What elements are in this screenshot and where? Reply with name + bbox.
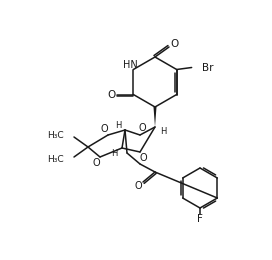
Text: O: O	[134, 181, 142, 191]
Polygon shape	[153, 107, 156, 127]
Text: H₃C: H₃C	[47, 154, 64, 164]
Text: O: O	[170, 39, 178, 49]
Text: HN: HN	[123, 60, 138, 69]
Text: Br: Br	[202, 62, 213, 73]
Text: H: H	[111, 150, 117, 159]
Text: O: O	[139, 153, 147, 163]
Text: H: H	[115, 120, 121, 129]
Text: H: H	[160, 127, 166, 135]
Text: H₃C: H₃C	[47, 131, 64, 140]
Text: F: F	[197, 214, 203, 224]
Text: O: O	[107, 89, 116, 100]
Text: O: O	[100, 124, 108, 134]
Text: O: O	[92, 158, 100, 168]
Text: O: O	[138, 123, 146, 133]
